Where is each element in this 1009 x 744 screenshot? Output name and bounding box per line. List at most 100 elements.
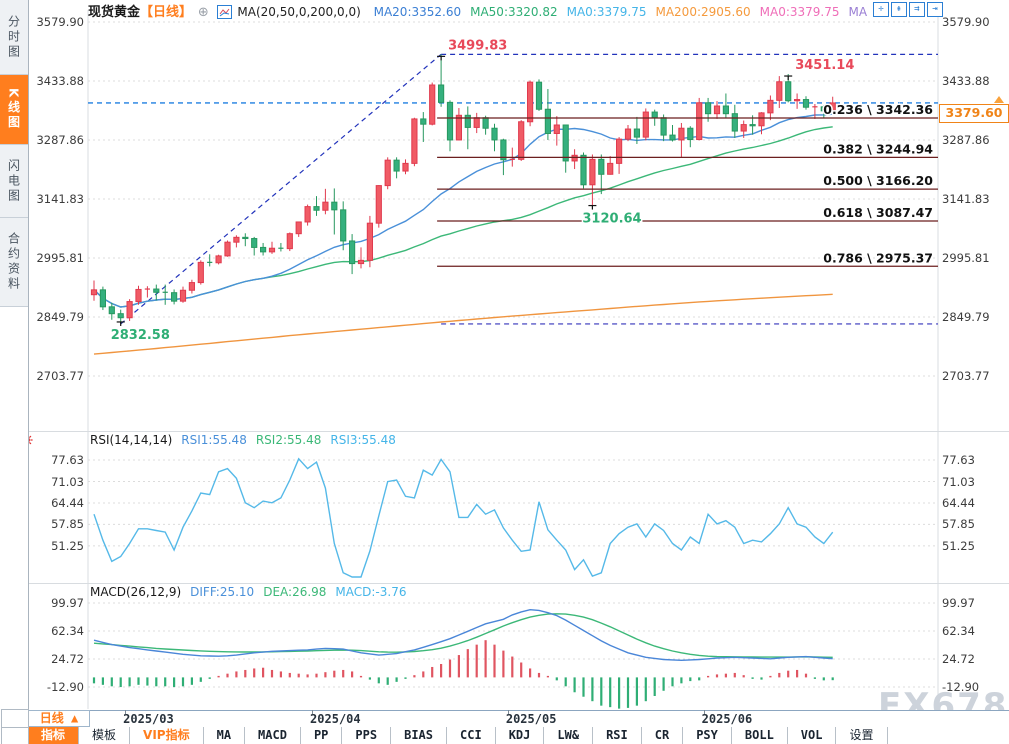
svg-text:3120.64: 3120.64 xyxy=(582,212,641,227)
ma-settings: MA(20,50,0,200,0,0) xyxy=(237,5,361,19)
date-label: 2025/04 xyxy=(310,712,361,726)
axis-label: 57.85 xyxy=(51,517,84,532)
toolbar-button-BOLL[interactable]: BOLL xyxy=(732,727,788,744)
toolbar-button-PSY[interactable]: PSY xyxy=(683,727,732,744)
ma-values: MA20:3352.60 MA50:3320.82 MA0:3379.75 MA200… xyxy=(365,5,867,19)
sidebar: 分时图 K线图 闪电图 合约资料 xyxy=(0,0,29,744)
axis-label: 62.34 xyxy=(51,624,84,638)
axis-label: 57.85 xyxy=(942,517,975,532)
axis-label: 51.25 xyxy=(51,538,84,553)
current-price-box: 3379.60 xyxy=(939,104,1009,123)
sidebar-tab-contract-info[interactable]: 合约资料 xyxy=(0,218,28,307)
axis-label: 24.72 xyxy=(942,651,975,666)
add-indicator-icon[interactable]: ⊕ xyxy=(197,5,209,20)
month-tick xyxy=(703,710,705,714)
axis-label: 2703.77 xyxy=(36,369,84,383)
month-tick xyxy=(507,710,509,714)
axis-label: 2849.79 xyxy=(942,310,990,324)
toolbar-button-指标[interactable]: 指标 xyxy=(28,727,80,744)
period-selector-button[interactable]: 日线 ▲ xyxy=(28,710,90,727)
month-tick xyxy=(312,710,314,714)
axis-label: 24.72 xyxy=(51,651,84,666)
toolbar-button-VOL[interactable]: VOL xyxy=(788,727,837,744)
macd-title: MACD(26,12,9) xyxy=(90,585,182,599)
ma-value: MA20:3352.60 xyxy=(373,5,462,19)
svg-text:0.236 \ 3342.36: 0.236 \ 3342.36 xyxy=(823,102,933,117)
toolbar-button-模板[interactable]: 模板 xyxy=(79,727,131,744)
axis-label: 3579.90 xyxy=(942,15,990,29)
toolbar-button-LW&[interactable]: LW& xyxy=(544,727,594,744)
price-up-arrow-icon xyxy=(994,96,1004,103)
toolbar-button-BIAS[interactable]: BIAS xyxy=(391,727,447,744)
axis-label: 77.63 xyxy=(942,453,975,467)
axis-label: 3287.86 xyxy=(36,133,84,147)
toolbar-button-KDJ[interactable]: KDJ xyxy=(496,727,545,744)
axis-label: 71.03 xyxy=(51,474,84,489)
corner-cell xyxy=(1,709,29,728)
pan-icon[interactable]: ✛ xyxy=(873,2,889,17)
toolbar-button-MACD[interactable]: MACD xyxy=(245,727,301,744)
ma-value: MA0:3379.75 xyxy=(566,5,647,19)
axis-label: 2995.81 xyxy=(942,251,990,265)
svg-text:0.382 \ 3244.94: 0.382 \ 3244.94 xyxy=(823,141,933,156)
sidebar-tab-kline-chart[interactable]: K线图 xyxy=(0,75,28,145)
macd-legend: MACD(26,12,9) DIFF:25.10 DEA:26.98 MACD:-3.… xyxy=(90,585,406,599)
period-tag: 【日线】 xyxy=(140,5,193,20)
ma-value: MA0:3379.75 xyxy=(759,5,840,19)
date-label: 2025/05 xyxy=(505,712,557,726)
indicator-value: DEA:26.98 xyxy=(263,585,327,599)
toolbar-button-RSI[interactable]: RSI xyxy=(593,727,642,744)
panel-separator[interactable] xyxy=(28,431,1009,432)
toolbar-button-PP[interactable]: PP xyxy=(301,727,343,744)
axis-label: 2703.77 xyxy=(942,369,990,383)
toolbar-button-PPS[interactable]: PPS xyxy=(342,727,392,744)
window-controls: ✛ ⇞ ⇉ ⇥ xyxy=(873,2,943,17)
zoom-vertical-icon[interactable]: ⇞ xyxy=(891,2,907,17)
axis-label: 3141.83 xyxy=(942,192,990,206)
sidebar-tab-time-chart[interactable]: 分时图 xyxy=(0,0,28,75)
ma-legend-icon[interactable] xyxy=(216,5,232,19)
axis-label: 3433.88 xyxy=(36,74,84,88)
indicator-toolbar: 指标 模板 VIP指标 MA MACD PP PPS BIAS CCI KDJ LW& RSI CR PS… xyxy=(28,727,1009,744)
panel-separator[interactable] xyxy=(28,583,1009,584)
axis-label: -12.90 xyxy=(942,679,980,694)
toolbar-button-CCI[interactable]: CCI xyxy=(447,727,496,744)
indicator-value: RSI2:55.48 xyxy=(255,433,322,447)
rsi-legend: RSI(14,14,14) RSI1:55.48 RSI2:55.48 RSI3:55… xyxy=(90,433,396,447)
sidebar-tab-lightning-chart[interactable]: 闪电图 xyxy=(0,145,28,218)
exit-icon[interactable]: ⇥ xyxy=(927,2,943,17)
axis-label: 99.97 xyxy=(51,596,84,610)
axis-label: 2995.81 xyxy=(36,251,84,265)
zoom-horizontal-icon[interactable]: ⇉ xyxy=(909,2,925,17)
indicator-value: DIFF:25.10 xyxy=(190,585,255,599)
date-label: 2025/06 xyxy=(701,712,753,726)
svg-text:0.786 \ 2975.37: 0.786 \ 2975.37 xyxy=(823,250,933,265)
svg-text:0.500 \ 3166.20: 0.500 \ 3166.20 xyxy=(823,173,933,188)
axis-label: 51.25 xyxy=(942,538,975,553)
axis-label: 99.97 xyxy=(942,596,975,610)
toolbar-button-CR[interactable]: CR xyxy=(642,727,684,744)
ma-value: MA50:3320.82 xyxy=(470,5,558,19)
ma-value: MA200:2905.60 xyxy=(655,5,751,19)
indicator-value: RSI1:55.48 xyxy=(181,433,247,447)
axis-label: -12.90 xyxy=(46,679,84,694)
toolbar-button-VIP指标[interactable]: VIP指标 xyxy=(130,727,204,744)
axis-label: 3287.86 xyxy=(942,133,990,147)
axis-label: 71.03 xyxy=(942,474,975,489)
axis-label: 64.44 xyxy=(51,495,84,510)
date-label: 2025/03 xyxy=(123,712,174,726)
symbol-name: 现货黄金 xyxy=(88,5,141,20)
axis-label: 77.63 xyxy=(51,453,84,467)
rsi-title: RSI(14,14,14) xyxy=(90,433,173,447)
toolbar-button-设置[interactable]: 设置 xyxy=(836,727,888,744)
ma-value: MA xyxy=(848,5,868,19)
axis-label: 64.44 xyxy=(942,495,975,510)
axis-label: 3433.88 xyxy=(942,74,990,88)
svg-text:3499.83: 3499.83 xyxy=(448,38,507,53)
svg-text:0.618 \ 3087.47: 0.618 \ 3087.47 xyxy=(823,205,933,220)
axis-label: 3141.83 xyxy=(36,192,84,206)
svg-text:2832.58: 2832.58 xyxy=(111,328,170,343)
toolbar-button-MA[interactable]: MA xyxy=(204,727,246,744)
